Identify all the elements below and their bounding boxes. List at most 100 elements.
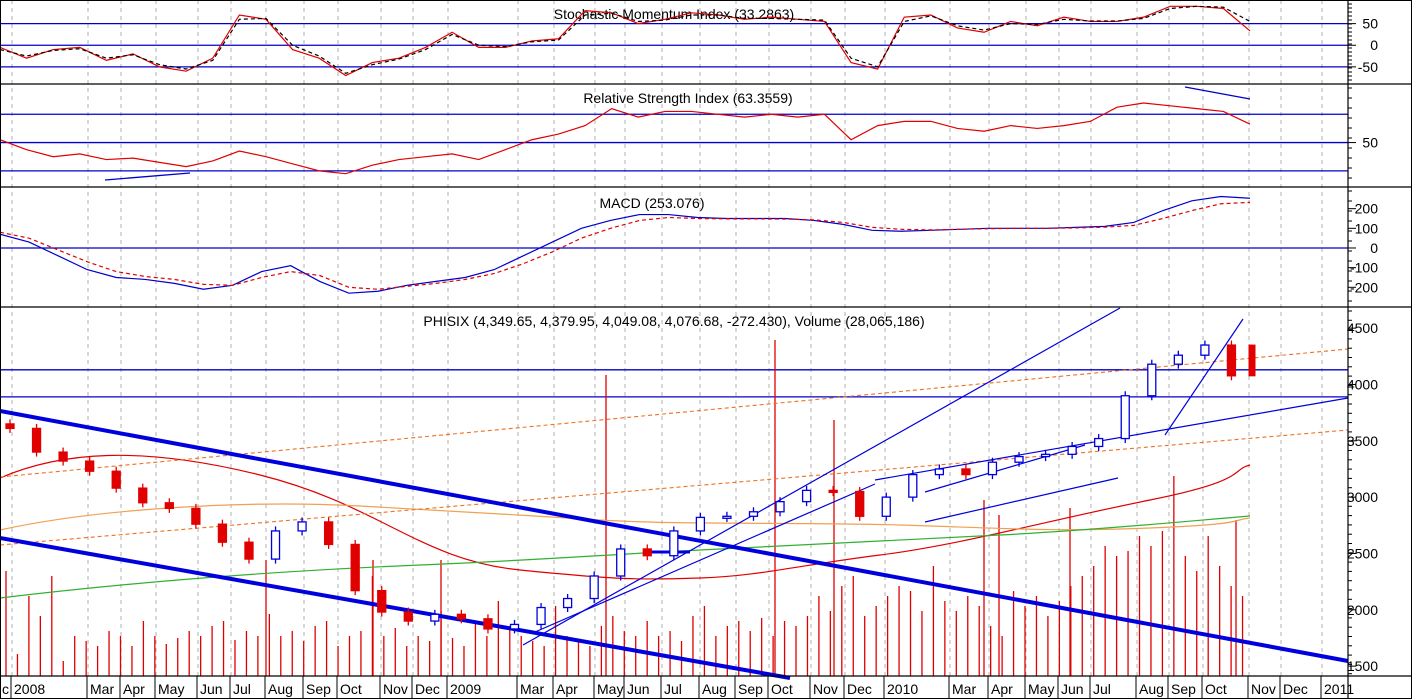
- y-tick-label: 4500: [1347, 320, 1378, 336]
- candle-up: [748, 511, 759, 517]
- y-tick-label: 2000: [1347, 602, 1378, 618]
- candle-down: [5, 423, 15, 430]
- candle-down: [217, 523, 228, 543]
- date-label: Jun: [627, 681, 650, 697]
- date-label: Aug: [268, 681, 293, 697]
- candle-down: [483, 618, 493, 630]
- date-label: Jun: [1061, 681, 1084, 697]
- candle-down: [191, 507, 201, 525]
- trendline: [1164, 318, 1244, 436]
- candle-down: [244, 541, 254, 560]
- date-axis: c 2008 Mar Apr May Jun Jul Aug Sep Oct Nov Dec 2009 M…: [2, 676, 1354, 699]
- rsi-panel: Relative Strength Index (63.3559): [0, 83, 1412, 181]
- date-label: May: [597, 681, 623, 697]
- date-label: Apr: [556, 681, 578, 697]
- y-tick-label: -100: [1350, 260, 1378, 276]
- candle-down: [403, 611, 413, 622]
- candle-up: [695, 516, 706, 532]
- series-signal: [0, 5, 1251, 75]
- y-axis: 4500 4000 3500 3000 2500 2000 1500: [1347, 310, 1378, 675]
- y-tick-label: 0: [1370, 240, 1378, 256]
- price-title: PHISIX (4,349.65, 4,379.95, 4,049.08, 4,…: [423, 313, 924, 329]
- candle-up: [1173, 354, 1183, 365]
- trendline: [534, 483, 876, 633]
- date-label: Jul: [1093, 681, 1111, 697]
- date-label: Sep: [306, 681, 331, 697]
- y-tick-label: -50: [1358, 59, 1378, 75]
- date-label: Mar: [90, 681, 114, 697]
- trendline: [522, 307, 1121, 646]
- candle-up: [1040, 453, 1051, 458]
- candle-up: [536, 606, 546, 626]
- candle-down: [961, 468, 971, 476]
- date-label: Nov: [1251, 681, 1276, 697]
- candle-up: [934, 468, 945, 476]
- date-label: Mar: [952, 681, 976, 697]
- date-label: Nov: [813, 681, 838, 697]
- volume-bars: [5, 340, 1244, 676]
- candle-up: [589, 575, 599, 600]
- macd-title: MACD (253.076): [599, 195, 704, 211]
- candle-up: [801, 489, 812, 503]
- grid-lines: [11, 0, 1323, 676]
- date-label: 2011: [1324, 681, 1354, 697]
- candle-down: [350, 543, 360, 592]
- candle-down: [828, 489, 838, 494]
- candle-up: [616, 548, 626, 577]
- candle-down: [855, 490, 865, 517]
- candle-down: [323, 521, 334, 546]
- rsi-title: Relative Strength Index (63.3559): [583, 90, 792, 106]
- date-label: c: [2, 681, 9, 697]
- last-candle: [1248, 344, 1256, 377]
- trendline: [924, 444, 1086, 493]
- y-tick-label: 0: [1370, 37, 1378, 53]
- candle-up: [775, 500, 785, 513]
- rsi-trendline: [104, 172, 191, 181]
- series-signal: [0, 201, 1251, 290]
- date-label: Sep: [738, 681, 763, 697]
- candle-up: [1094, 437, 1104, 448]
- price-panel: PHISIX (4,349.65, 4,379.95, 4,049.08, 4,…: [0, 306, 1412, 680]
- stochastic-title: Stochastic Momentum Index (33.2863): [554, 6, 794, 22]
- candle-up: [669, 530, 679, 557]
- date-label: 2009: [450, 681, 481, 697]
- date-label: Jun: [200, 681, 223, 697]
- date-label: Mar: [520, 681, 544, 697]
- candle-down: [138, 487, 148, 504]
- candle-up: [297, 521, 307, 532]
- candle-up: [881, 496, 891, 517]
- candle-down: [58, 451, 68, 462]
- y-tick-label: 50: [1362, 135, 1378, 151]
- date-label: Sep: [1171, 681, 1196, 697]
- candle-down: [111, 470, 121, 489]
- candle-up: [1067, 445, 1077, 455]
- fib-dashed-line: [0, 348, 1349, 478]
- date-label: 2010: [887, 681, 918, 697]
- candle-up: [1120, 395, 1130, 440]
- date-label: 2008: [14, 681, 45, 697]
- ma-red-line: [0, 454, 1251, 580]
- candle-up: [270, 530, 281, 560]
- date-label: Dec: [1283, 681, 1308, 697]
- y-tick-label: 3500: [1347, 433, 1378, 449]
- date-label: Apr: [123, 681, 145, 697]
- y-tick-label: -200: [1350, 279, 1378, 295]
- y-tick-label: 50: [1362, 16, 1378, 32]
- candle-down: [642, 548, 652, 557]
- candle-up: [1200, 344, 1210, 356]
- date-label: Oct: [340, 681, 362, 697]
- date-label: Oct: [771, 681, 793, 697]
- date-label: May: [1028, 681, 1054, 697]
- y-tick-label: 4000: [1347, 376, 1378, 392]
- date-label: Nov: [383, 681, 408, 697]
- macd-panel: MACD (253.076): [0, 186, 1412, 294]
- date-label: Aug: [702, 681, 727, 697]
- rsi-trendline: [1184, 86, 1251, 100]
- series-smi: [0, 5, 1251, 77]
- date-label: Dec: [415, 681, 440, 697]
- candle-down: [456, 613, 467, 620]
- candle-down: [1226, 344, 1237, 377]
